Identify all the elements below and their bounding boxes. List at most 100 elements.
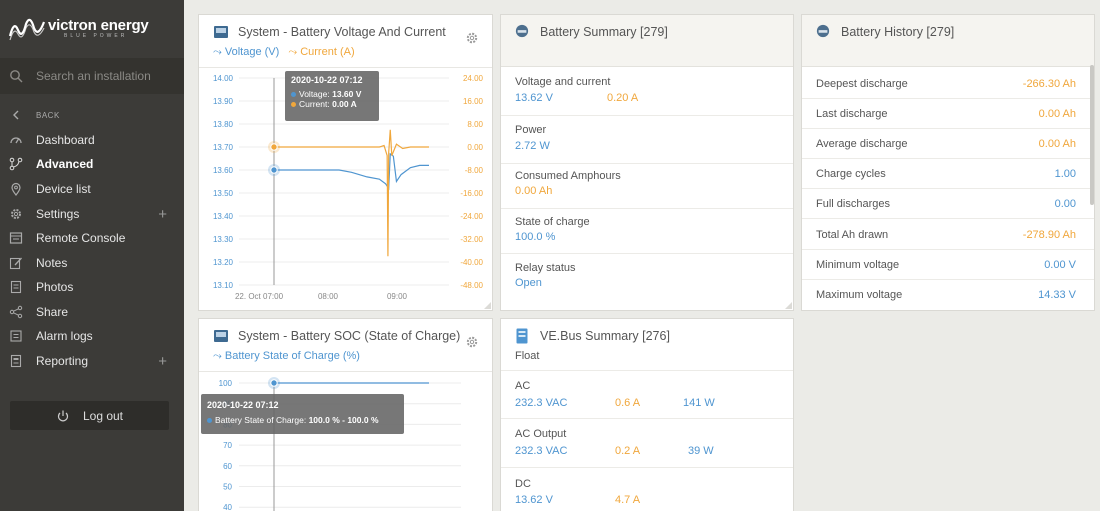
sidebar-item-dashboard[interactable]: Dashboard (0, 128, 184, 152)
search-bar[interactable]: Search an installation (0, 58, 184, 94)
voltage-series-line (274, 152, 429, 191)
resize-handle[interactable] (484, 302, 491, 309)
row-value: -278.90 Ah (1022, 229, 1076, 241)
settings-gear-icon[interactable] (465, 335, 479, 349)
voltage-current-card: System - Battery Voltage And Current ⤳ V… (198, 14, 493, 311)
victron-logo[interactable]: victron energy BLUE POWER (8, 14, 149, 42)
sidebar-item-label: Advanced (36, 157, 94, 171)
y-left-tick: 13.70 (213, 143, 234, 152)
inverter-icon (516, 328, 528, 344)
summary-row: Power 2.72 W (501, 116, 793, 164)
row-value-power: 39 W (688, 445, 714, 457)
row-value: 13.62 V (515, 494, 553, 506)
row-label: Voltage and current (515, 76, 611, 88)
y-left-tick: 13.80 (213, 120, 234, 129)
card-title: Battery History [279] (841, 25, 955, 39)
battery-gauge-icon (816, 24, 830, 38)
row-value-secondary: 0.20 A (607, 92, 639, 104)
tooltip-current-value: 0.00 A (332, 99, 357, 109)
search-input[interactable]: Search an installation (36, 69, 151, 83)
gear-icon (11, 209, 21, 219)
tooltip-time: 2020-10-22 07:12 (291, 75, 363, 85)
logout-button[interactable]: Log out (10, 401, 169, 430)
current-hover-point (270, 143, 278, 151)
row-value: -266.30 Ah (1022, 78, 1076, 90)
sidebar-item-share[interactable]: Share (0, 300, 184, 324)
sidebar-item-label: Remote Console (36, 231, 126, 245)
x-tick: 08:00 (318, 292, 339, 301)
y-tick: 100 (219, 379, 233, 388)
row-value: 100.0 % (515, 231, 556, 243)
legend-current[interactable]: ⤳ Current (A) (288, 46, 355, 58)
current-series-line (274, 129, 429, 257)
sidebar-item-photos[interactable]: Photos (0, 275, 184, 299)
card-title: Battery Summary [279] (540, 25, 668, 39)
row-value: 14.33 V (1038, 289, 1076, 301)
row-label: Consumed Amphours (515, 170, 621, 182)
x-tick: 09:00 (387, 292, 408, 301)
tooltip-time: 2020-10-22 07:12 (207, 400, 279, 410)
legend-voltage[interactable]: ⤳ Voltage (V) (213, 46, 280, 58)
sidebar-item-label: Alarm logs (36, 329, 93, 343)
sidebar-item-label: Notes (36, 256, 68, 270)
row-value-current: 4.7 A (615, 494, 641, 506)
history-scrollbar[interactable] (1090, 65, 1094, 205)
vebus-state: Float (515, 350, 540, 362)
sidebar: victron energy BLUE POWER Search an inst… (0, 0, 184, 511)
y-left-tick: 13.60 (213, 166, 234, 175)
sidebar-item-label: Device list (36, 182, 91, 196)
y-left-tick: 13.10 (213, 281, 234, 290)
y-right-tick: -16.00 (460, 189, 483, 198)
row-label: Full discharges (816, 198, 890, 210)
y-left-tick: 13.40 (213, 212, 234, 221)
y-right-tick: -48.00 (460, 281, 483, 290)
back-link[interactable]: BACK (0, 103, 184, 127)
legend-current-label: Current (A) (300, 46, 355, 58)
history-row: Average discharge 0.00 Ah (802, 129, 1094, 159)
expand-icon[interactable]: + (158, 206, 167, 223)
row-label: Power (515, 124, 547, 136)
row-label: DC (515, 478, 531, 490)
y-tick: 50 (223, 483, 232, 492)
battery-gauge-icon (515, 24, 529, 38)
y-tick: 70 (223, 441, 232, 450)
legend-voltage-label: Voltage (V) (224, 46, 280, 58)
summary-row: Voltage and current 13.62 V 0.20 A (501, 67, 793, 116)
chart-tooltip: 2020-10-22 07:12 Voltage: 13.60 V Curren… (285, 71, 379, 121)
row-label: State of charge (515, 216, 590, 228)
sidebar-item-alarm-logs[interactable]: Alarm logs (0, 324, 184, 348)
console-icon (9, 232, 23, 244)
sidebar-item-label: Dashboard (36, 133, 95, 147)
advanced-icon (9, 157, 23, 171)
card-header (802, 15, 1094, 67)
y-right-tick: -40.00 (460, 258, 483, 267)
sidebar-item-advanced[interactable]: Advanced (0, 152, 184, 176)
sidebar-item-device-list[interactable]: Device list (0, 177, 184, 201)
y-right-tick: -24.00 (460, 212, 483, 221)
legend-soc[interactable]: ⤳ Battery State of Charge (%) (213, 350, 360, 362)
search-icon (10, 70, 23, 83)
share-icon (9, 305, 23, 319)
row-label: AC Output (515, 428, 567, 440)
sidebar-item-settings[interactable]: Settings + (0, 202, 184, 226)
row-value-power: 141 W (683, 397, 715, 409)
vebus-row: AC Output 232.3 VAC 0.2 A 39 W (501, 419, 793, 468)
settings-gear-icon[interactable] (465, 31, 479, 45)
sidebar-item-notes[interactable]: Notes (0, 251, 184, 275)
sidebar-item-label: Settings (36, 207, 80, 221)
y-left-tick: 14.00 (213, 74, 234, 83)
row-value-current: 0.6 A (615, 397, 641, 409)
sidebar-item-remote-console[interactable]: Remote Console (0, 226, 184, 250)
card-header (501, 15, 793, 67)
row-label: Average discharge (816, 138, 908, 150)
y-tick: 40 (223, 503, 232, 511)
row-value: 1.00 (1054, 168, 1076, 180)
resize-handle[interactable] (785, 302, 792, 309)
pencil-icon (9, 257, 22, 270)
expand-icon[interactable]: + (158, 353, 167, 370)
card-title: System - Battery SOC (State of Charge) (238, 329, 461, 343)
battery-monitor-icon (214, 26, 228, 38)
sidebar-item-reporting[interactable]: Reporting + (0, 349, 184, 373)
y-right-tick: -8.00 (465, 166, 484, 175)
row-label: Maximum voltage (816, 289, 903, 301)
